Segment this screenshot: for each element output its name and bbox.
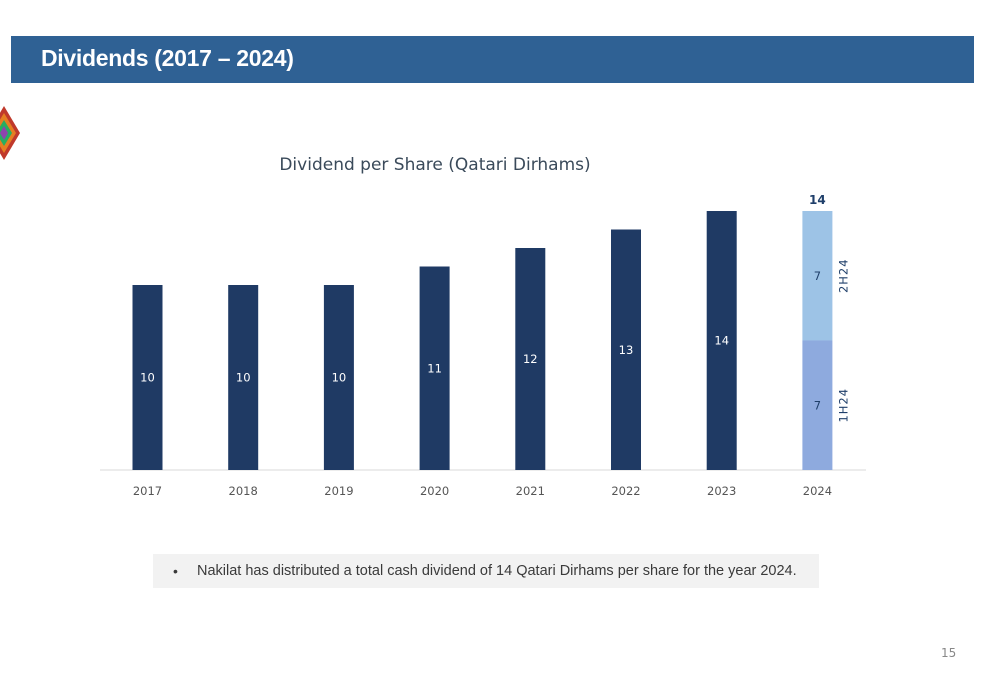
bar-2017	[132, 285, 163, 470]
data-label: 11	[427, 361, 442, 375]
note-box: • Nakilat has distributed a total cash d…	[153, 554, 819, 588]
data-label: 10	[332, 371, 347, 385]
x-tick-label: 2017	[133, 484, 162, 498]
chart-title: Dividend per Share (Qatari Dirhams)	[279, 155, 590, 175]
note-bullet: •	[173, 563, 178, 579]
total-label: 14	[809, 193, 826, 207]
bar-segment-1H24	[802, 340, 833, 470]
segment-name-label: 1H24	[836, 388, 850, 423]
x-tick-label: 2019	[324, 484, 353, 498]
data-label: 12	[523, 352, 538, 366]
bar-2021	[515, 248, 546, 470]
x-tick-label: 2024	[803, 484, 832, 498]
data-label: 14	[714, 334, 729, 348]
company-logo	[0, 106, 20, 160]
x-tick-label: 2023	[707, 484, 736, 498]
bar-2020	[419, 266, 450, 470]
data-label: 10	[140, 371, 155, 385]
segment-value-label: 7	[814, 398, 821, 412]
header-bar: Dividends (2017 – 2024)	[11, 36, 974, 83]
bar-2023	[706, 211, 737, 470]
x-tick-label: 2020	[420, 484, 449, 498]
x-tick-label: 2018	[229, 484, 258, 498]
segment-value-label: 7	[814, 269, 821, 283]
page-number: 15	[941, 646, 957, 660]
page-title: Dividends (2017 – 2024)	[41, 45, 294, 71]
bars-layer: 2017 10 2018 10 2019 10 2020 11 2021 12 2022 13 2023…	[132, 193, 850, 498]
bar-2018	[228, 285, 259, 470]
segment-name-label: 2H24	[836, 258, 850, 293]
data-label: 13	[619, 343, 634, 357]
note-text: Nakilat has distributed a total cash div…	[197, 563, 797, 579]
bar-2019	[323, 285, 354, 470]
data-label: 10	[236, 371, 251, 385]
x-tick-label: 2021	[516, 484, 545, 498]
x-tick-label: 2022	[611, 484, 640, 498]
bar-segment-2H24	[802, 211, 833, 341]
bar-2022	[611, 229, 641, 470]
